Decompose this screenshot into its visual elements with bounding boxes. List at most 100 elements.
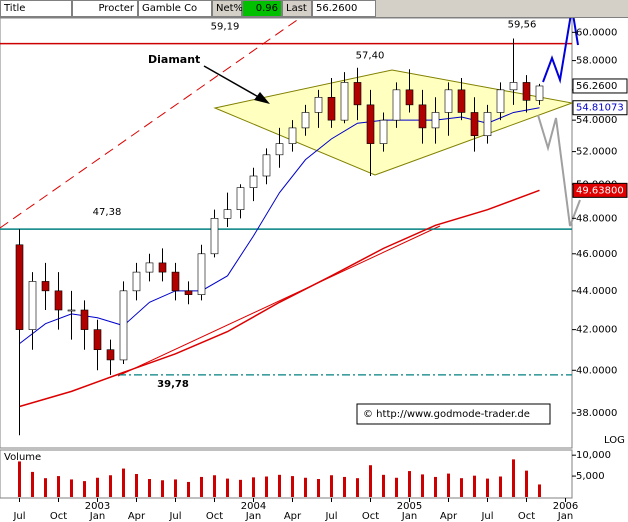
moving-average	[19, 189, 540, 408]
price-box-label: 49.63800	[576, 185, 624, 196]
volume-bar	[174, 479, 177, 497]
candle-body	[457, 89, 466, 113]
volume-bar	[369, 465, 372, 497]
volume-bar	[356, 478, 359, 497]
candle-body	[314, 97, 323, 113]
candle-body	[418, 104, 427, 129]
volume-bar	[252, 477, 255, 497]
candle-body	[54, 290, 63, 311]
x-tick-label: Jan	[245, 511, 261, 522]
volume-bar	[226, 478, 229, 497]
candle-body	[67, 309, 76, 312]
y-tick-label: 60.0000	[576, 27, 617, 38]
x-tick-label: Apr	[440, 511, 458, 522]
candle-body	[171, 271, 180, 292]
header-cell: Net%	[212, 0, 243, 17]
volume-bar	[265, 476, 268, 497]
level-label: 59,19	[211, 22, 240, 33]
candle-body	[431, 112, 440, 129]
candle-body	[249, 175, 258, 188]
candle-body	[93, 329, 102, 350]
candle-body	[145, 262, 154, 273]
header-cell: Title	[0, 0, 72, 17]
candle-body	[366, 104, 375, 144]
candle-body	[444, 89, 453, 113]
price-box	[572, 182, 628, 198]
candle-body	[184, 290, 193, 295]
candle-body	[158, 262, 167, 273]
x-tick-label: Oct	[50, 511, 67, 522]
volume-bar	[408, 471, 411, 497]
candle-body	[275, 143, 284, 156]
candle-body	[28, 281, 37, 330]
volume-bar	[486, 478, 489, 497]
candle-body	[392, 89, 401, 121]
x-tick-label: Oct	[518, 511, 535, 522]
year-label: 2005	[397, 501, 422, 512]
plot-layer: 59,19 47,38 39,78 57,40 59,56	[0, 19, 572, 436]
channel-line	[0, 18, 301, 229]
arrow-head	[254, 92, 270, 104]
header-bar: Title Procter Gamble Co Net% 0.96 Last 5…	[0, 0, 628, 18]
candle-body	[301, 112, 310, 129]
volume-bar	[18, 461, 21, 497]
volume-bar	[109, 475, 112, 497]
y-tick-label: 44.0000	[576, 286, 617, 297]
volume-bar	[421, 474, 424, 497]
copyright: © http://www.godmode-trader.de	[363, 409, 530, 420]
year-label: 2006	[553, 501, 578, 512]
header-cell: 0.96	[242, 0, 282, 17]
x-tick-label: Jul	[12, 511, 25, 522]
candle-body	[353, 82, 362, 106]
header-cell: Procter	[72, 0, 138, 17]
candle-body	[80, 309, 89, 330]
candle-body	[496, 89, 505, 113]
y-tick-label: 52.0000	[576, 147, 617, 158]
volume-bar	[317, 479, 320, 497]
level-label: 39,78	[157, 379, 189, 390]
candle-body	[405, 89, 414, 106]
copyright-box	[356, 403, 551, 425]
chart: 59,19 47,38 39,78 57,40 59,56 Diamant © http…	[0, 18, 628, 522]
volume-bar	[447, 473, 450, 497]
volume-bar	[148, 479, 151, 497]
candle-body	[470, 112, 479, 137]
price-box	[572, 100, 628, 116]
candle-body	[210, 218, 219, 255]
volume-bar	[538, 484, 541, 497]
candle-body	[119, 290, 128, 361]
x-tick-label: Apr	[128, 511, 146, 522]
header-cell: Last	[282, 0, 312, 17]
volume-bar	[135, 474, 138, 497]
header-cell: 56.2600	[312, 0, 376, 17]
y-tick-label: 46.0000	[576, 249, 617, 260]
candle-body	[379, 119, 388, 144]
price-box	[572, 78, 628, 94]
volume-bar	[31, 471, 34, 497]
candle-body	[509, 82, 518, 91]
candle-body	[223, 209, 232, 219]
volume-panel	[0, 449, 573, 499]
y-tick-label: 48.0000	[576, 213, 617, 224]
volume-tick-label: 5,000	[576, 471, 605, 482]
volume-bar	[239, 479, 242, 497]
price-panel	[0, 18, 573, 449]
candle-body	[236, 187, 245, 210]
candle-body	[522, 82, 531, 101]
x-tick-label: Jan	[557, 511, 573, 522]
x-tick-label: Oct	[362, 511, 379, 522]
projection-up	[542, 18, 579, 84]
x-tick-label: Apr	[284, 511, 302, 522]
level-label: 47,38	[93, 207, 122, 218]
volume-bar	[96, 477, 99, 497]
x-tick-label: Jan	[89, 511, 105, 522]
price-box-label: 54.81073	[576, 103, 624, 114]
volume-bar	[512, 459, 515, 497]
volume-bar	[473, 475, 476, 497]
volume-bar	[499, 476, 502, 497]
volume-bar	[161, 480, 164, 497]
volume-bar	[395, 477, 398, 497]
x-tick-label: Jul	[324, 511, 337, 522]
candle-body	[262, 154, 271, 177]
volume-bar	[304, 477, 307, 497]
